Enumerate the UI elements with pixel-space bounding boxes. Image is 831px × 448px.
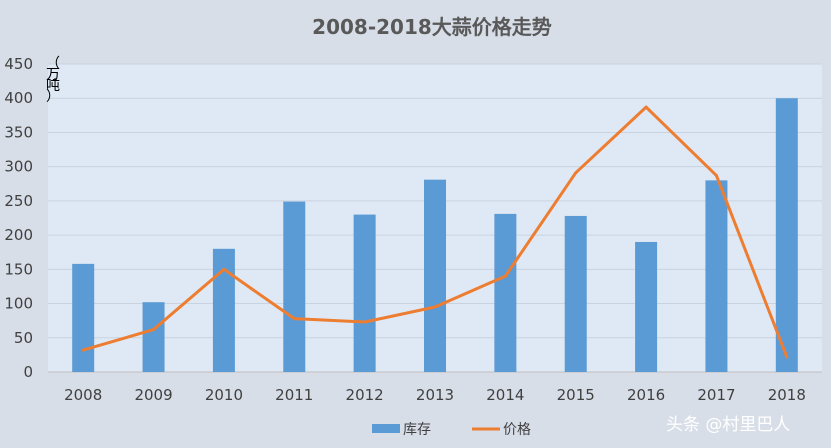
x-tick-label: 2015 bbox=[557, 386, 595, 404]
x-axis-ticks: 2008 2009 2010 2011 2012 2013 2014 2015 2016 2017… bbox=[64, 386, 806, 404]
x-tick-label: 2009 bbox=[134, 386, 172, 404]
x-tick-label: 2011 bbox=[275, 386, 313, 404]
x-tick-label: 2016 bbox=[627, 386, 665, 404]
x-tick-label: 2017 bbox=[697, 386, 735, 404]
legend-label-price: 价格 bbox=[503, 422, 531, 438]
bar-2008 bbox=[72, 263, 95, 372]
y-tick-label: 150 bbox=[4, 260, 33, 278]
bar-2013 bbox=[424, 179, 446, 372]
y-tick-label: 50 bbox=[14, 329, 33, 347]
bar-2016 bbox=[635, 241, 658, 372]
y-tick-label: 450 bbox=[4, 55, 33, 73]
x-tick-label: 2013 bbox=[416, 386, 454, 404]
legend: 库存 价格 bbox=[372, 422, 531, 438]
chart-title: 2008-2018大蒜价格走势 bbox=[312, 15, 552, 39]
watermark: 头条 @村里巴人 bbox=[666, 415, 790, 435]
x-tick-label: 2008 bbox=[64, 386, 102, 404]
bar-2012 bbox=[353, 214, 376, 372]
x-tick-label: 2018 bbox=[768, 386, 806, 404]
bar-2015 bbox=[564, 215, 587, 372]
price-point-2017 bbox=[714, 174, 718, 178]
y-tick-label: 350 bbox=[4, 123, 33, 141]
price-point-2011 bbox=[292, 317, 296, 321]
price-point-2009 bbox=[152, 328, 156, 332]
price-point-2018 bbox=[785, 355, 789, 359]
bar-2010 bbox=[212, 248, 235, 372]
price-point-2014 bbox=[503, 274, 507, 278]
y-tick-label: 100 bbox=[4, 295, 33, 313]
price-point-2008 bbox=[81, 348, 85, 352]
price-point-2012 bbox=[363, 320, 367, 324]
bar-2017 bbox=[705, 180, 728, 372]
y-axis-ticks: 0 50 100 150 200 250 300 350 400 450 bbox=[4, 55, 33, 381]
price-point-2015 bbox=[574, 171, 578, 175]
price-point-2010 bbox=[222, 267, 226, 271]
bar-2014 bbox=[494, 213, 517, 372]
price-point-2013 bbox=[433, 305, 437, 309]
bar-2011 bbox=[283, 201, 306, 372]
price-point-2016 bbox=[644, 105, 648, 109]
y-tick-label: 300 bbox=[4, 158, 33, 176]
bar-2009 bbox=[142, 302, 165, 372]
legend-swatch-stock bbox=[372, 424, 400, 433]
y-tick-label: 0 bbox=[23, 363, 33, 381]
y-axis-label: （万吨） bbox=[46, 56, 60, 105]
x-tick-label: 2010 bbox=[205, 386, 243, 404]
bar-2018 bbox=[775, 98, 798, 372]
bar-series bbox=[72, 98, 798, 372]
x-tick-label: 2014 bbox=[486, 386, 524, 404]
y-tick-label: 400 bbox=[4, 89, 33, 107]
legend-label-stock: 库存 bbox=[403, 422, 431, 438]
y-tick-label: 200 bbox=[4, 226, 33, 244]
line-series bbox=[81, 105, 789, 359]
y-tick-label: 250 bbox=[4, 192, 33, 210]
x-tick-label: 2012 bbox=[346, 386, 384, 404]
